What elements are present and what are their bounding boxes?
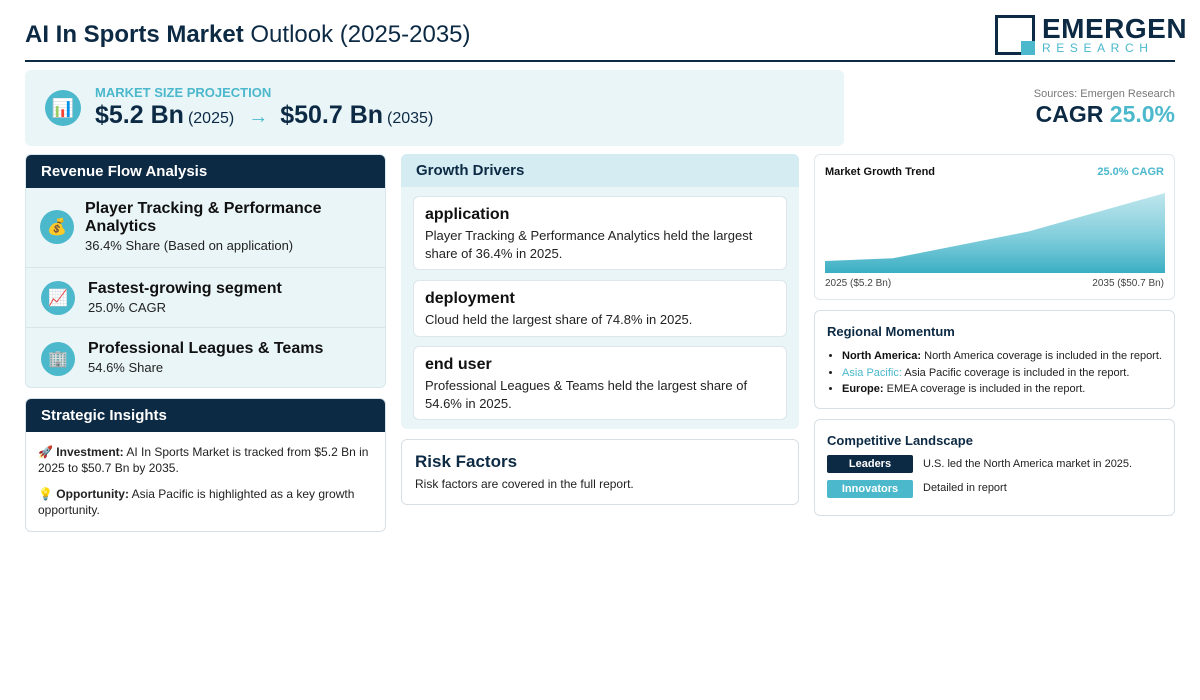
driver-desc: Player Tracking & Performance Analytics …	[425, 228, 753, 261]
rocket-icon: 🚀	[38, 445, 53, 459]
region-item: North America: North America coverage is…	[842, 348, 1172, 365]
money-bag-icon: 💰	[40, 210, 74, 244]
logo-mark-icon	[995, 15, 1035, 55]
revenue-item-title: Player Tracking & Performance Analytics	[85, 200, 322, 235]
trend-end-label: 2035 ($50.7 Bn)	[1092, 278, 1164, 289]
driver-item: end user Professional Leagues & Teams he…	[413, 346, 787, 420]
arrow-right-icon: →	[248, 106, 269, 128]
competitive-landscape-card: Competitive Landscape Leaders U.S. led t…	[814, 419, 1175, 516]
opportunity-label: Opportunity:	[56, 487, 129, 501]
innovators-text: Detailed in report	[923, 482, 1007, 494]
driver-desc: Cloud held the largest share of 74.8% in…	[425, 312, 693, 327]
driver-title: deployment	[425, 290, 515, 307]
driver-title: end user	[425, 356, 492, 373]
page-title: AI In Sports Market Outlook (2025-2035)	[25, 21, 471, 49]
strategic-insights-card: Strategic Insights 🚀 Investment: AI In S…	[25, 398, 386, 532]
logo-subtitle: RESEARCH	[1042, 41, 1154, 55]
driver-item: application Player Tracking & Performanc…	[413, 196, 787, 270]
strategic-insights-title: Strategic Insights	[26, 399, 385, 432]
leaders-badge: Leaders	[827, 455, 913, 473]
risk-factors-desc: Risk factors are covered in the full rep…	[415, 477, 634, 491]
projection-label: MARKET SIZE PROJECTION	[95, 85, 272, 100]
insight-opportunity: 💡 Opportunity: Asia Pacific is highlight…	[38, 486, 376, 518]
trend-start-label: 2025 ($5.2 Bn)	[825, 278, 892, 289]
regional-momentum-card: Regional Momentum North America: North A…	[814, 310, 1175, 409]
revenue-item: 📈 Fastest-growing segment 25.0% CAGR	[26, 267, 385, 327]
revenue-flow-title: Revenue Flow Analysis	[26, 155, 385, 188]
lightbulb-icon: 💡	[38, 487, 53, 501]
regional-momentum-title: Regional Momentum	[827, 324, 955, 339]
emergen-logo[interactable]: EMERGEN RESEARCH	[995, 14, 1187, 56]
region-label: North America:	[842, 350, 922, 362]
bar-chart-icon: 📊	[45, 90, 81, 126]
region-label: Asia Pacific:	[842, 366, 902, 379]
risk-factors-card: Risk Factors Risk factors are covered in…	[401, 439, 799, 505]
region-text: North America coverage is included in th…	[921, 350, 1162, 362]
start-value: $5.2 Bn	[95, 101, 184, 129]
page-title-rest: Outlook (2025-2035)	[243, 21, 471, 48]
cagr-label: CAGR	[1035, 101, 1110, 127]
driver-title: application	[425, 206, 510, 223]
investment-text: AI In Sports Market is tracked from $5.2…	[38, 445, 369, 475]
trending-up-icon: 📈	[41, 281, 75, 315]
opportunity-text: Asia Pacific is highlighted as a key gro…	[38, 487, 355, 517]
page-header: AI In Sports Market Outlook (2025-2035) …	[25, 12, 1187, 62]
growth-drivers-title: Growth Drivers	[401, 154, 799, 187]
projection-values: $5.2 Bn (2025) → $50.7 Bn (2035)	[95, 101, 433, 130]
revenue-item-sub: 36.4% Share (Based on application)	[85, 238, 294, 253]
driver-item: deployment Cloud held the largest share …	[413, 280, 787, 337]
growth-drivers-card: Growth Drivers application Player Tracki…	[401, 154, 799, 429]
competitive-landscape-title: Competitive Landscape	[827, 433, 973, 448]
cagr-value: 25.0%	[1109, 101, 1175, 127]
end-value: $50.7 Bn	[280, 101, 384, 129]
market-growth-trend-card: Market Growth Trend 25.0% CAGR 2025 ($5.…	[814, 154, 1175, 300]
building-icon: 🏢	[41, 342, 75, 376]
region-text: Asia Pacific coverage is included in the…	[901, 366, 1130, 379]
revenue-item: 🏢 Professional Leagues & Teams 54.6% Sha…	[26, 327, 385, 387]
cagr-headline: CAGR 25.0%	[1036, 101, 1175, 128]
region-item: Asia Pacific: Asia Pacific coverage is i…	[842, 365, 1172, 382]
start-year: (2025)	[187, 110, 235, 127]
investment-label: Investment:	[56, 445, 124, 459]
risk-factors-title: Risk Factors	[415, 452, 518, 471]
end-year: (2035)	[387, 110, 434, 127]
region-label: Europe:	[842, 383, 884, 395]
innovators-badge: Innovators	[827, 480, 913, 498]
sources-text: Sources: Emergen Research	[1033, 88, 1175, 100]
region-text: EMEA coverage is included in the report.	[883, 383, 1086, 395]
trend-title: Market Growth Trend	[825, 166, 936, 178]
revenue-item-sub: 54.6% Share	[88, 360, 164, 375]
insight-investment: 🚀 Investment: AI In Sports Market is tra…	[38, 444, 376, 476]
market-size-projection: 📊 MARKET SIZE PROJECTION $5.2 Bn (2025) → $…	[25, 70, 844, 146]
revenue-flow-card: Revenue Flow Analysis 💰 Player Tracking …	[25, 154, 386, 388]
revenue-item-sub: 25.0% CAGR	[88, 300, 167, 315]
trend-cagr: 25.0% CAGR	[1097, 166, 1164, 178]
revenue-item-title: Fastest-growing segment	[88, 280, 282, 297]
logo-name: EMERGEN	[1042, 13, 1188, 44]
leaders-text: U.S. led the North America market in 202…	[923, 458, 1133, 470]
region-item: Europe: EMEA coverage is included in the…	[842, 381, 1172, 398]
growth-area-chart	[825, 193, 1165, 273]
growth-area-series	[825, 193, 1165, 273]
driver-desc: Professional Leagues & Teams held the la…	[425, 378, 748, 411]
revenue-item: 💰 Player Tracking & Performance Analytic…	[26, 188, 385, 267]
region-list: North America: North America coverage is…	[842, 348, 1172, 398]
page-title-bold: AI In Sports Market	[25, 21, 244, 48]
revenue-item-title: Professional Leagues & Teams	[88, 340, 324, 357]
